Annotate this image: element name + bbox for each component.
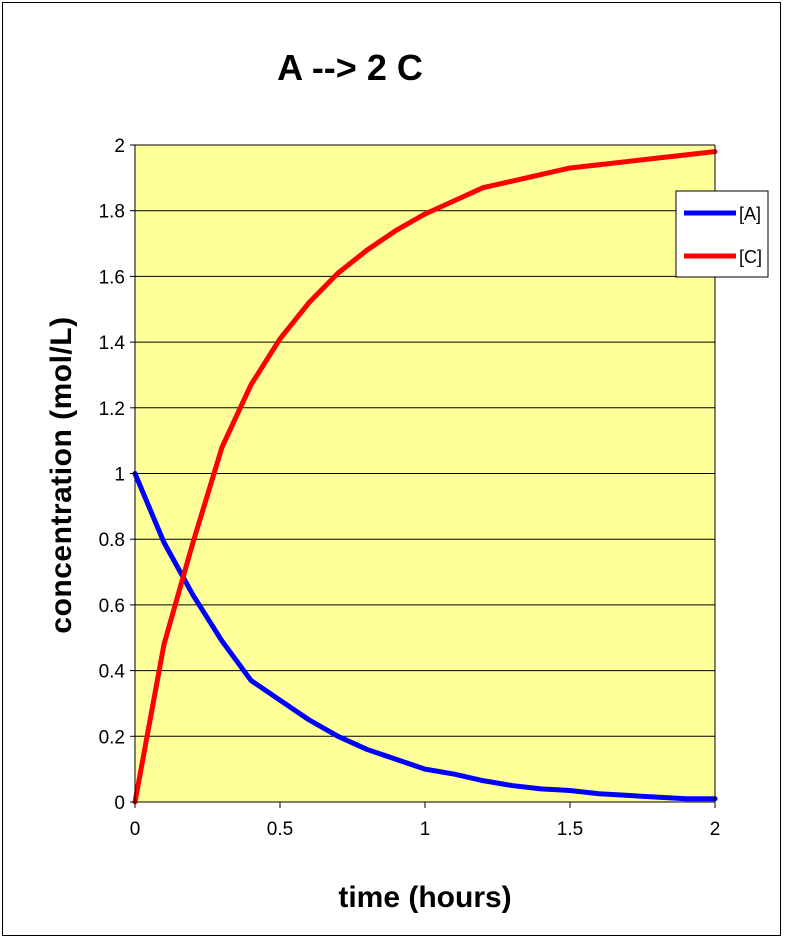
y-tick-label: 1.4 bbox=[99, 333, 126, 354]
series-line-a bbox=[132, 471, 718, 802]
x-axis-label: time (hours) bbox=[338, 881, 512, 914]
x-tick-label: 1 bbox=[420, 819, 431, 840]
series-layer bbox=[132, 149, 718, 805]
legend-label: [A] bbox=[739, 204, 761, 224]
y-tick-label: 2 bbox=[114, 136, 125, 157]
y-tick-label: 1.2 bbox=[99, 399, 125, 420]
y-tick-label: 1 bbox=[114, 465, 125, 486]
legend: [A] [C] bbox=[675, 190, 769, 278]
x-tick-label: 1.5 bbox=[557, 819, 583, 840]
chart-title: A --> 2 C bbox=[277, 47, 423, 88]
legend-label: [C] bbox=[739, 247, 762, 267]
legend-box bbox=[675, 190, 769, 278]
y-tick-label: 0.4 bbox=[99, 662, 126, 683]
y-tick-label: 0 bbox=[114, 793, 125, 814]
y-tick-label: 1.6 bbox=[99, 267, 125, 288]
x-tick-label: 0 bbox=[130, 819, 141, 840]
y-tick-label: 0.6 bbox=[99, 596, 125, 617]
y-tick-label: 0.2 bbox=[99, 727, 125, 748]
x-tick-label: 2 bbox=[710, 819, 721, 840]
series-line-c bbox=[132, 149, 718, 805]
tick-labels: 0 0.2 0.4 0.6 0.8 1 1.2 1.4 1.6 1.8 2 0 0.5 1 1.5 2 bbox=[99, 136, 721, 840]
x-tick-label: 0.5 bbox=[267, 819, 293, 840]
y-tick-label: 1.8 bbox=[99, 202, 125, 223]
y-tick-label: 0.8 bbox=[99, 530, 125, 551]
